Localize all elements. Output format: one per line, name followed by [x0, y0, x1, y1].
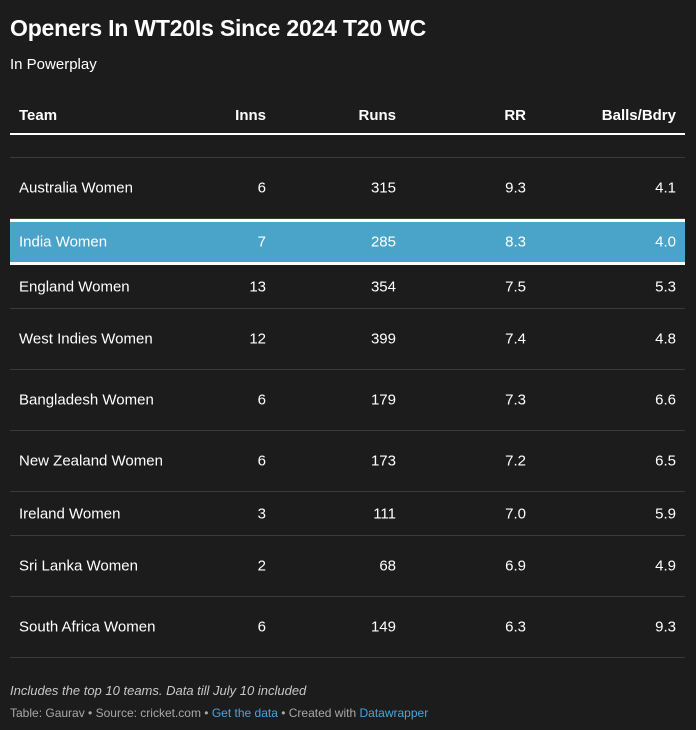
table-row: New Zealand Women 6 173 7.2 6.5: [10, 431, 685, 492]
cell-team: South Africa Women: [19, 618, 156, 636]
footer-credits: Table: Gaurav • Source: cricket.com • Ge…: [10, 706, 428, 720]
cell-team: Ireland Women: [19, 505, 121, 522]
cell-rr: 9.3: [505, 179, 526, 197]
table-spacer: [10, 135, 685, 158]
credit-created-with: Created with: [288, 706, 357, 720]
cell-team: New Zealand Women: [19, 452, 163, 470]
cell-balls-bdry: 4.8: [655, 330, 676, 348]
header-team[interactable]: Team: [19, 107, 58, 124]
cell-balls-bdry: 5.3: [655, 278, 676, 295]
cell-runs: 399: [370, 330, 396, 348]
cell-team: England Women: [19, 278, 130, 295]
cell-rr: 7.2: [505, 452, 526, 470]
cell-team: Australia Women: [19, 179, 133, 197]
table-row: West Indies Women 12 399 7.4 4.8: [10, 309, 685, 370]
data-table: Team Inns Runs RR Balls/Bdry Australia W…: [10, 95, 685, 658]
header-inns[interactable]: Inns: [235, 107, 266, 124]
credit-separator: •: [277, 706, 289, 720]
cell-balls-bdry: 4.9: [655, 557, 676, 575]
chart-subtitle: In Powerplay: [10, 56, 97, 73]
cell-inns: 12: [249, 330, 266, 348]
header-rr[interactable]: RR: [504, 107, 526, 124]
cell-inns: 6: [257, 391, 266, 409]
cell-inns: 7: [257, 233, 266, 251]
cell-rr: 7.4: [505, 330, 526, 348]
cell-rr: 6.9: [505, 557, 526, 575]
datawrapper-link[interactable]: Datawrapper: [359, 706, 429, 720]
cell-inns: 6: [257, 618, 266, 636]
table-row: England Women 13 354 7.5 5.3: [10, 265, 685, 309]
cell-rr: 8.3: [505, 233, 526, 251]
cell-rr: 7.0: [505, 505, 526, 522]
cell-rr: 6.3: [505, 618, 526, 636]
table-row: Sri Lanka Women 2 68 6.9 4.9: [10, 536, 685, 597]
cell-balls-bdry: 9.3: [655, 618, 676, 636]
cell-runs: 68: [379, 557, 396, 575]
credit-source: Source: cricket.com: [95, 706, 201, 720]
header-runs[interactable]: Runs: [358, 107, 397, 124]
table-header: Team Inns Runs RR Balls/Bdry: [10, 95, 685, 135]
cell-rr: 7.5: [505, 278, 526, 295]
table-row: Ireland Women 3 111 7.0 5.9: [10, 492, 685, 536]
cell-rr: 7.3: [505, 391, 526, 409]
table-row: Bangladesh Women 6 179 7.3 6.6: [10, 370, 685, 431]
cell-inns: 3: [257, 505, 266, 522]
credit-separator: •: [200, 706, 212, 720]
cell-runs: 285: [370, 233, 396, 251]
cell-balls-bdry: 6.6: [655, 391, 676, 409]
credit-table-by: Table: Gaurav: [10, 706, 85, 720]
table-row: Australia Women 6 315 9.3 4.1: [10, 158, 685, 219]
cell-balls-bdry: 5.9: [655, 505, 676, 522]
cell-runs: 173: [370, 452, 396, 470]
chart-title: Openers In WT20Is Since 2024 T20 WC: [10, 15, 427, 41]
cell-team: Bangladesh Women: [19, 391, 154, 409]
header-balls-bdry[interactable]: Balls/Bdry: [601, 107, 676, 124]
cell-balls-bdry: 4.0: [655, 233, 676, 251]
table-body: Australia Women 6 315 9.3 4.1 India Women 7 285…: [10, 158, 685, 658]
table-row: South Africa Women 6 149 6.3 9.3: [10, 597, 685, 658]
cell-balls-bdry: 6.5: [655, 452, 676, 470]
credit-separator: •: [84, 706, 96, 720]
table-row: India Women 7 285 8.3 4.0: [10, 219, 685, 265]
cell-runs: 111: [373, 505, 396, 522]
cell-team: Sri Lanka Women: [19, 557, 138, 575]
cell-team: West Indies Women: [19, 330, 153, 348]
get-data-link[interactable]: Get the data: [211, 706, 278, 720]
cell-runs: 149: [370, 618, 396, 636]
cell-team: India Women: [19, 233, 108, 251]
cell-inns: 2: [257, 557, 266, 575]
cell-runs: 354: [370, 278, 396, 295]
cell-inns: 6: [257, 179, 266, 197]
cell-runs: 315: [370, 179, 396, 197]
cell-inns: 6: [257, 452, 266, 470]
footer-notes: Includes the top 10 teams. Data till Jul…: [10, 683, 307, 698]
cell-balls-bdry: 4.1: [655, 179, 676, 197]
cell-inns: 13: [249, 278, 266, 295]
cell-runs: 179: [370, 391, 396, 409]
